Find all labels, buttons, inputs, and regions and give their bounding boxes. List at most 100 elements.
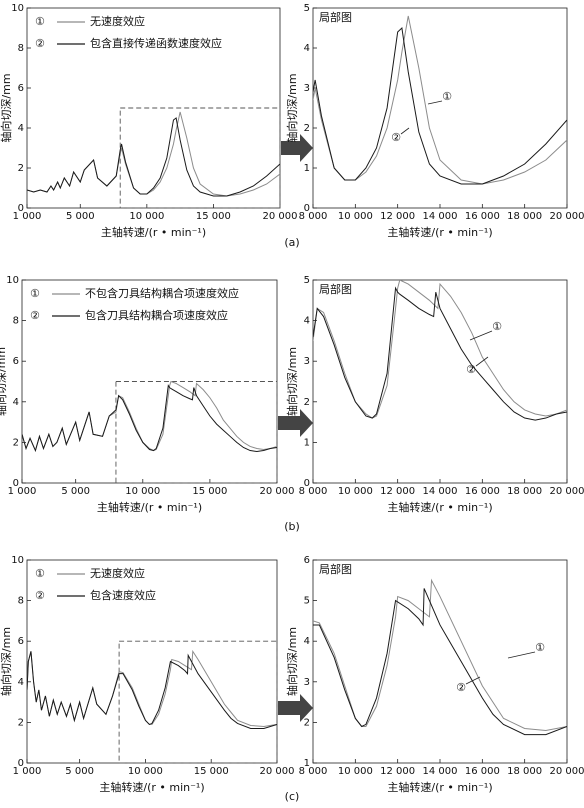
x-tick-label: 15 000 [194,766,229,777]
y-tick-label: 0 [18,758,24,769]
series-line [313,15,567,185]
y-tick-label: 8 [13,316,19,327]
x-axis-label: 主轴转速/(r • min⁻¹) [387,780,492,794]
x-tick-label: 18 000 [507,766,542,777]
x-tick-label: 12 000 [380,766,415,777]
x-tick-label: 1 000 [13,766,42,777]
legend-tag: ② [35,37,45,50]
y-tick-label: 5 [304,596,310,607]
y-tick-label: 6 [13,356,19,367]
x-tick-label: 5 000 [66,211,95,222]
y-tick-label: 0 [304,203,310,214]
legend-tag: ① [35,567,45,580]
plot-frame [312,7,568,209]
x-tick-label: 20 000 [550,486,584,497]
zoom-box [118,640,278,764]
y-axis-label: 轴向切深/mm [0,347,8,416]
x-tick-label: 8 000 [299,766,328,777]
x-tick-label: 14 000 [423,766,458,777]
y-tick-label: 10 [6,275,19,286]
x-tick-label: 1 000 [13,211,42,222]
legend-tag: ② [30,309,40,322]
caption: (c) [285,790,300,803]
y-tick-label: 3 [304,356,310,367]
y-axis-label: 轴向切深/mm [0,73,13,142]
x-axis-label: 主轴转速/(r • min⁻¹) [387,500,492,514]
annotation-tag: ② [466,363,476,376]
x-tick-label: 20 000 [263,211,298,222]
y-tick-label: 6 [18,636,24,647]
plot-frame [312,559,568,764]
zoom-box [119,107,281,209]
annotation-tag: ② [391,131,401,144]
y-tick-label: 2 [18,163,24,174]
chart-title: 局部图 [319,562,352,576]
y-tick-label: 0 [304,478,310,489]
y-tick-label: 10 [11,555,24,566]
annotation-leader [427,100,443,105]
x-tick-label: 20 000 [260,766,295,777]
x-tick-label: 10 000 [128,766,163,777]
series-line [27,651,277,729]
x-axis-label: 主轴转速/(r • min⁻¹) [101,225,206,239]
x-tick-label: 20 000 [550,766,584,777]
x-tick-label: 12 000 [380,486,415,497]
y-tick-label: 6 [304,555,310,566]
x-tick-label: 16 000 [465,766,500,777]
y-tick-label: 3 [304,83,310,94]
y-tick-label: 5 [304,3,310,14]
y-tick-label: 2 [18,717,24,728]
y-axis-label: 轴向切深/mm [285,73,299,142]
x-tick-label: 15 000 [192,486,227,497]
x-tick-label: 5 000 [61,486,90,497]
y-tick-label: 8 [18,43,24,54]
x-tick-label: 14 000 [423,486,458,497]
y-tick-label: 3 [304,677,310,688]
arrow [278,409,313,437]
y-tick-label: 4 [304,316,310,327]
y-tick-label: 0 [18,203,24,214]
x-axis-label: 主轴转速/(r • min⁻¹) [97,500,202,514]
x-tick-label: 20 000 [550,211,584,222]
x-tick-label: 10 000 [129,211,164,222]
x-tick-label: 16 000 [465,486,500,497]
annotation-tag: ② [456,681,466,694]
x-tick-label: 16 000 [465,211,500,222]
legend-label: 包含速度效应 [90,588,156,602]
caption: (b) [284,520,300,533]
legend-tag: ② [35,589,45,602]
legend-tag: ① [30,287,40,300]
chart-title: 局部图 [319,10,352,24]
y-tick-label: 4 [304,636,310,647]
y-tick-label: 2 [304,717,310,728]
x-tick-label: 5 000 [65,766,94,777]
x-tick-label: 18 000 [507,211,542,222]
series-line [27,649,277,727]
legend-tag: ① [35,15,45,28]
x-tick-label: 10 000 [338,211,373,222]
annotation-leader [465,676,481,685]
x-tick-label: 8 000 [299,486,328,497]
x-tick-label: 10 000 [125,486,160,497]
series-line [22,380,277,452]
legend-label: 包含直接传递函数速度效应 [90,36,222,50]
y-axis-label: 轴向切深/mm [0,627,13,696]
series-line [27,117,280,197]
chart-title: 局部图 [319,282,352,296]
zoom-box [115,381,278,484]
y-tick-label: 4 [18,123,24,134]
arrow [278,694,313,722]
arrow [281,134,313,162]
x-tick-label: 10 000 [338,486,373,497]
y-tick-label: 5 [304,275,310,286]
x-tick-label: 12 000 [380,211,415,222]
y-tick-label: 4 [304,43,310,54]
x-tick-label: 10 000 [338,766,373,777]
x-axis-label: 主轴转速/(r • min⁻¹) [387,225,492,239]
x-tick-label: 15 000 [196,211,231,222]
annotation-tag: ① [492,320,502,333]
plot-frame [312,279,568,484]
series-line [313,26,567,185]
